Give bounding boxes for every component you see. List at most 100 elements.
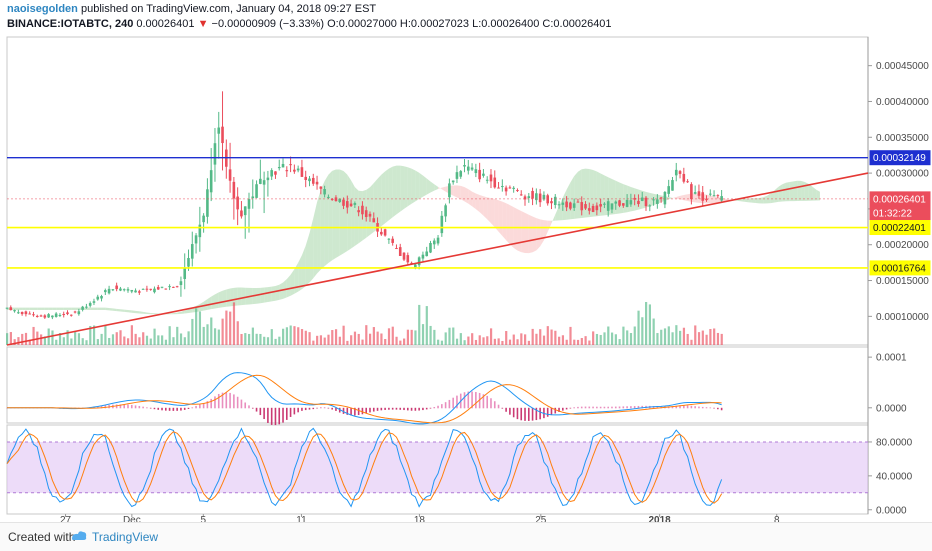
macd-histogram-bar (210, 398, 212, 409)
volume-bar (24, 332, 28, 345)
volume-bar (391, 326, 394, 345)
volume-bar (289, 325, 292, 345)
ichimoku-cloud-segment (774, 186, 779, 203)
y-tick-label: 0.00045000 (876, 61, 929, 72)
macd-histogram-bar (263, 407, 265, 420)
candle-body (406, 255, 410, 263)
volume-bar (229, 311, 232, 345)
ichimoku-cloud-segment (335, 169, 340, 258)
volume-bar (701, 330, 704, 345)
candle-body (247, 199, 251, 209)
ichimoku-cloud-segment (589, 169, 594, 218)
ichimoku-cloud-segment (146, 312, 151, 315)
macd-histogram-bar (675, 405, 678, 409)
volume-bar (316, 335, 319, 345)
volume-bar (240, 333, 243, 345)
ichimoku-cloud-segment (574, 171, 578, 219)
macd-histogram-bar (490, 398, 492, 409)
macd-histogram-bar (270, 407, 273, 425)
candle-body (708, 193, 712, 195)
macd-histogram-bar (497, 404, 500, 409)
volume-bar (225, 310, 228, 345)
macd-histogram-bar (100, 405, 103, 409)
candle-body (538, 193, 542, 203)
ichimoku-cloud-segment (400, 165, 405, 212)
macd-histogram-bar (592, 406, 594, 409)
volume-bar (660, 329, 663, 345)
macd-histogram-bar (327, 407, 330, 409)
macd-histogram-bar (338, 407, 341, 413)
candle-body (28, 313, 31, 315)
macd-histogram-bar (282, 407, 284, 423)
macd-histogram-bar (713, 407, 715, 409)
macd-histogram-bar (229, 392, 231, 409)
ichimoku-cloud-segment (419, 172, 423, 200)
volume-bar (123, 336, 126, 345)
volume-bar (206, 324, 209, 345)
resistance-price-label-bg (869, 150, 931, 166)
macd-histogram-bar (138, 405, 141, 409)
candle-body (119, 288, 122, 291)
macd-histogram-bar (214, 396, 216, 409)
candle-body (62, 313, 66, 316)
candle-body (319, 186, 323, 189)
volume-bar (486, 336, 489, 345)
macd-histogram-bar (308, 407, 311, 410)
ichimoku-cloud-segment (525, 212, 529, 254)
ichimoku-cloud-segment (770, 190, 775, 204)
candle-body (678, 171, 682, 174)
ichimoku-cloud-segment (150, 312, 155, 315)
chart-area[interactable]: 0.000100000.000150000.000200000.00025000… (0, 0, 932, 522)
tradingview-brand[interactable]: TradingView (92, 530, 159, 544)
macd-histogram-bar (637, 405, 640, 409)
countdown-label-bg (869, 205, 931, 221)
macd-histogram-bar (456, 395, 458, 409)
candle-body (595, 205, 599, 211)
resistance-price-label: 0.00032149 (873, 153, 926, 164)
macd-histogram-bar (259, 407, 262, 416)
ichimoku-cloud-segment (75, 307, 79, 310)
candle-body (266, 177, 270, 181)
volume-bar (115, 332, 118, 345)
candle-body (448, 183, 451, 198)
ichimoku-cloud-segment (759, 197, 764, 204)
candle-body (262, 180, 266, 185)
ichimoku-cloud-segment (214, 292, 219, 309)
macd-histogram-bar (475, 392, 477, 409)
volume-bar (682, 327, 686, 345)
candle-body (270, 170, 273, 177)
macd-histogram-bar (558, 407, 560, 412)
candle-body (674, 169, 678, 176)
ichimoku-cloud-segment (536, 218, 541, 251)
macd-histogram-bar (251, 407, 254, 409)
candle-body (311, 177, 315, 184)
macd-histogram-bar (535, 407, 538, 421)
candle-body (69, 314, 73, 316)
candle-body (580, 202, 584, 211)
volume-bar (338, 336, 341, 345)
ichimoku-cloud-segment (377, 174, 382, 230)
macd-histogram-bar (312, 407, 315, 410)
volume-bar (17, 337, 20, 345)
macd-histogram-bar (346, 407, 349, 415)
candle-body (35, 315, 39, 317)
volume-bar (104, 325, 107, 345)
macd-histogram-bar (161, 407, 163, 411)
ichimoku-cloud-segment (468, 189, 473, 207)
ichimoku-cloud-segment (233, 287, 238, 306)
candle-body (482, 173, 485, 176)
candle-body (648, 205, 652, 207)
volume-bar (247, 333, 251, 345)
macd-histogram-bar (172, 407, 175, 411)
ichimoku-cloud-segment (109, 308, 113, 311)
volume-bar (138, 337, 141, 345)
candle-body (221, 126, 224, 144)
candle-body (421, 254, 425, 259)
macd-histogram-bar (588, 406, 591, 409)
candle-body (395, 248, 398, 250)
macd-histogram-bar (123, 404, 126, 409)
author-name[interactable]: naoisegolden (7, 3, 78, 15)
volume-bar (100, 333, 103, 345)
candle-body (603, 203, 606, 205)
volume-bar (414, 330, 417, 345)
